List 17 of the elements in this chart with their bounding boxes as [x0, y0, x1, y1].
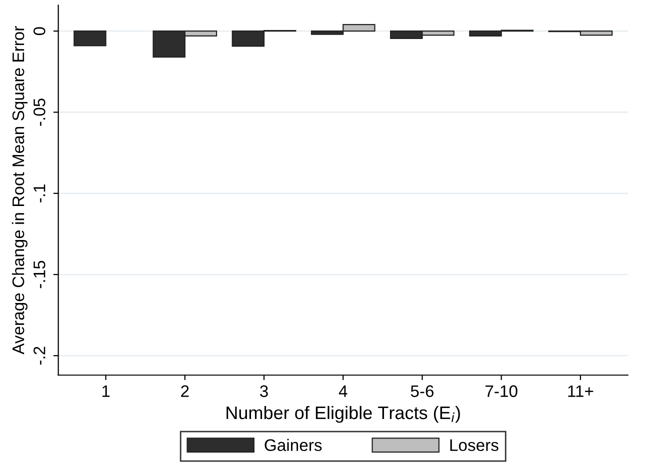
- y-tick-label: -.05: [34, 98, 46, 126]
- y-tick-label: -.1: [34, 184, 46, 202]
- x-tick-label: 4: [338, 385, 348, 397]
- x-tick-label: 3: [260, 385, 268, 398]
- x-axis-title: Number of Eligible Tracts (E$_{i}$): [226, 406, 460, 423]
- y-tick-label: -.15: [34, 260, 46, 288]
- bar: [74, 30, 106, 46]
- x-tick-label: 5-6: [410, 385, 434, 398]
- x-tick-label: 1: [102, 385, 110, 397]
- legend-label: Losers: [450, 439, 498, 452]
- x-tick-label: 11+: [568, 385, 594, 397]
- x-tick-label: 7-10: [486, 385, 518, 398]
- legend-label: Gainers: [264, 438, 322, 452]
- y-tick-label: -.2: [34, 346, 46, 365]
- y-axis-title: Average Change in Root Mean Square Error: [12, 26, 28, 354]
- y-tick-label: 0: [34, 27, 46, 36]
- x-tick-label: 2: [181, 385, 189, 397]
